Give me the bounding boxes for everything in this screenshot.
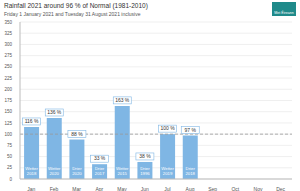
svg-text:Jul: Jul [164,186,170,191]
svg-text:116 %: 116 % [25,118,39,124]
svg-text:Jun: Jun [141,186,149,191]
svg-text:Oct: Oct [231,186,239,191]
svg-text:50: 50 [8,154,12,159]
svg-text:100: 100 [8,132,12,137]
svg-text:97 %: 97 % [185,127,197,133]
svg-text:150: 150 [8,109,12,114]
svg-text:0: 0 [9,177,12,182]
svg-text:Feb: Feb [50,186,59,191]
svg-text:Drier2017: Drier2017 [95,166,105,176]
svg-text:163 %: 163 % [115,97,130,103]
svg-text:25: 25 [8,165,12,170]
svg-text:175: 175 [8,98,12,103]
svg-text:Apr: Apr [95,186,103,191]
svg-text:88 %: 88 % [71,131,83,137]
svg-text:Aug: Aug [186,186,195,191]
html-text:Met Éireann: Met Éireann [274,11,294,15]
svg-text:38 %: 38 % [139,153,151,159]
svg-text:325: 325 [8,31,12,36]
svg-text:250: 250 [8,64,12,69]
svg-text:Dec: Dec [276,186,285,191]
svg-text:100 %: 100 % [160,125,175,131]
svg-text:Wetter2018: Wetter2018 [25,166,38,176]
svg-text:125: 125 [8,121,12,126]
svg-text:Drier2018: Drier2018 [185,166,195,176]
svg-text:May: May [117,186,127,191]
svg-text:350: 350 [8,20,12,25]
svg-text:Jan: Jan [27,186,35,191]
svg-text:275: 275 [8,53,12,58]
svg-text:Nov: Nov [254,186,263,191]
svg-text:Wetter2015: Wetter2015 [116,166,129,176]
svg-text:Sep: Sep [208,186,217,191]
svg-text:Wetter2019: Wetter2019 [161,166,174,176]
svg-text:Drier2020: Drier2020 [72,166,82,176]
svg-text:136 %: 136 % [47,109,62,115]
svg-text:Wetter2020: Wetter2020 [48,166,61,176]
svg-text:Mar: Mar [72,186,81,191]
html-text:Rainfall 2021 around 96 % of N: Rainfall 2021 around 96 % of Normal (198… [4,2,148,9]
svg-text:Drier1996: Drier1996 [140,166,150,176]
svg-text:200: 200 [8,87,12,92]
svg-text:225: 225 [8,76,12,81]
svg-text:33 %: 33 % [94,155,106,161]
svg-text:300: 300 [8,42,12,47]
html-text:Friday 1 January 2021 and Tues: Friday 1 January 2021 and Tuesday 31 Aug… [4,11,141,17]
svg-text:75: 75 [8,143,12,148]
